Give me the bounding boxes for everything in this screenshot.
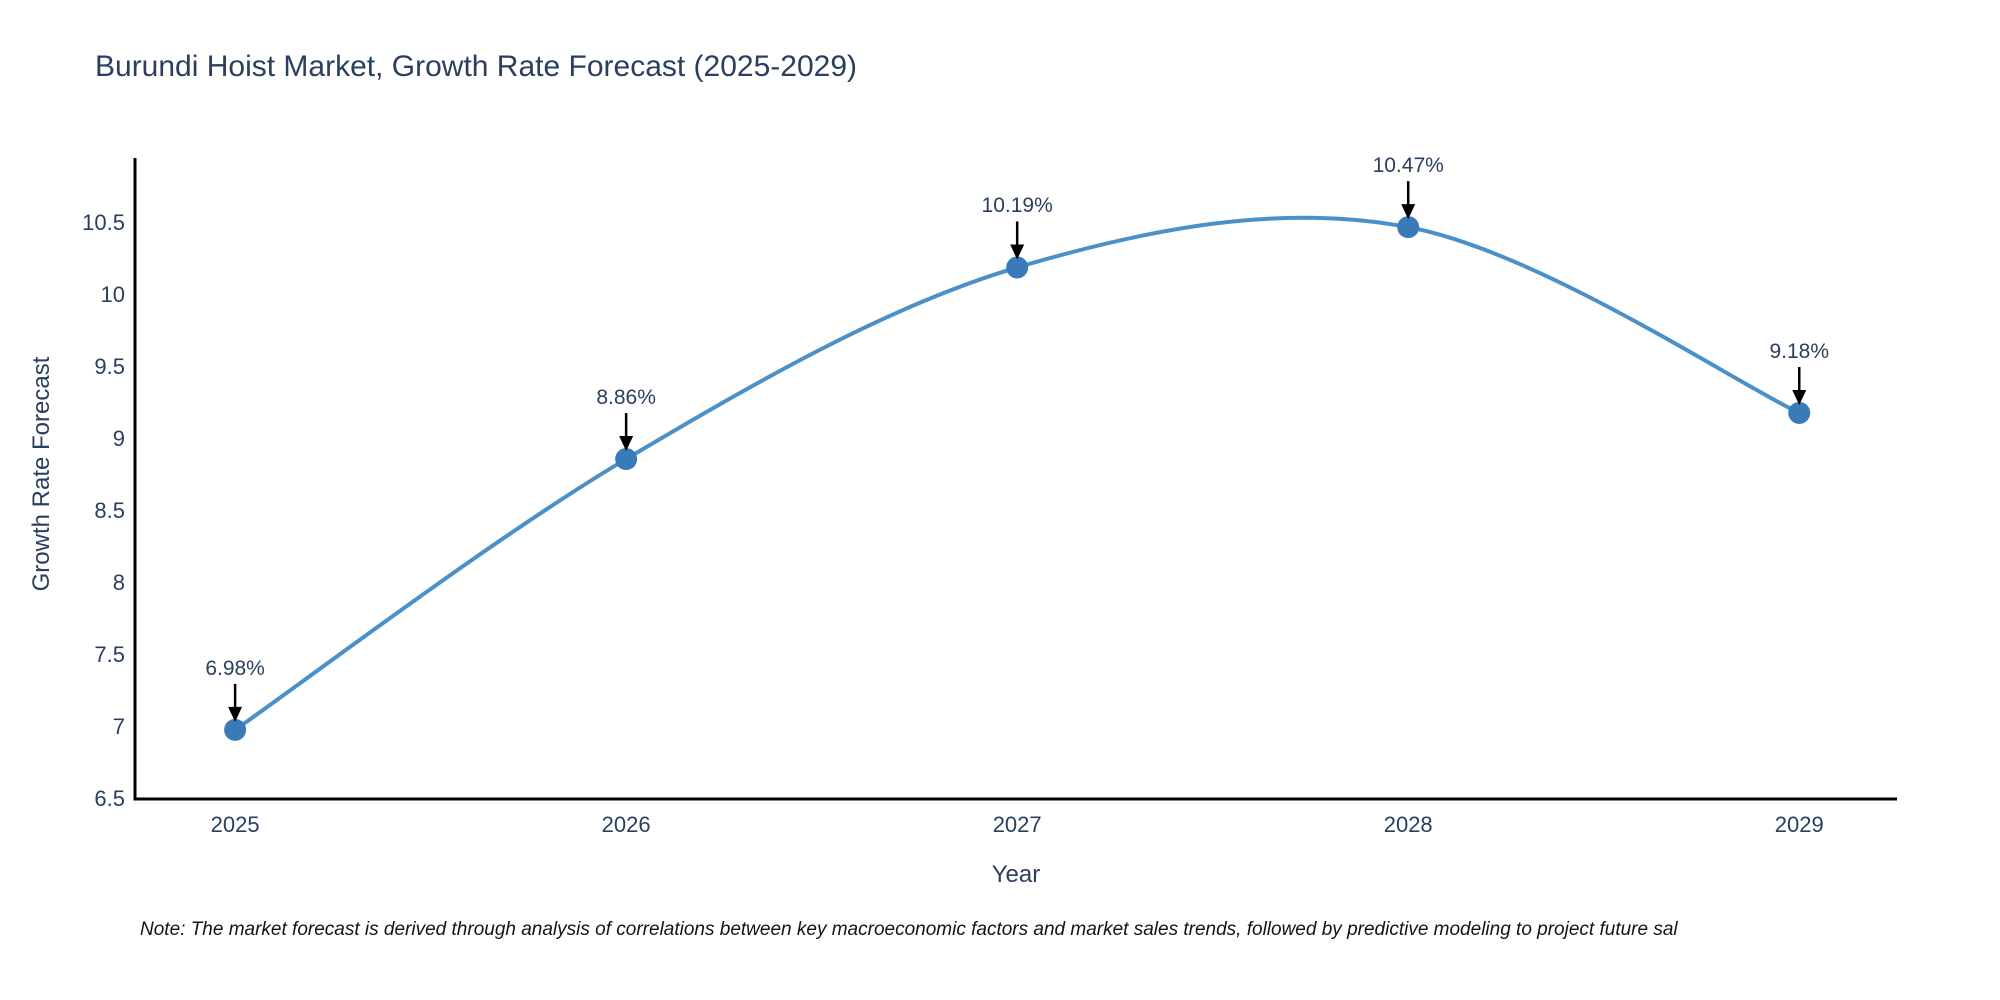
footnote: Note: The market forecast is derived thr… bbox=[140, 919, 1678, 940]
data-point-marker bbox=[615, 448, 638, 471]
point-annotation: 10.47% bbox=[1372, 154, 1444, 178]
annotation-arrow-head bbox=[1792, 389, 1807, 405]
point-annotation: 10.19% bbox=[981, 194, 1053, 218]
point-annotation: 9.18% bbox=[1769, 339, 1829, 363]
x-tick-label: 2025 bbox=[210, 812, 260, 837]
data-point-marker bbox=[224, 718, 247, 741]
data-point-marker bbox=[1006, 256, 1029, 279]
point-annotation: 8.86% bbox=[596, 386, 656, 410]
annotation-arrow-head bbox=[228, 706, 243, 722]
y-tick-label: 8 bbox=[112, 569, 125, 595]
x-tick-label: 2028 bbox=[1383, 812, 1433, 837]
annotation-arrow-head bbox=[1010, 244, 1025, 260]
chart-title: Burundi Hoist Market, Growth Rate Foreca… bbox=[95, 50, 857, 83]
x-tick-label: 2029 bbox=[1774, 812, 1824, 837]
data-point-marker bbox=[1788, 401, 1811, 424]
y-tick-label: 7 bbox=[112, 713, 125, 739]
y-tick-label: 9 bbox=[112, 425, 125, 451]
y-tick-label: 8.5 bbox=[94, 497, 125, 523]
data-point-marker bbox=[1397, 216, 1420, 239]
x-tick-label: 2027 bbox=[992, 812, 1042, 837]
forecast-line bbox=[233, 215, 1802, 732]
point-annotation: 6.98% bbox=[205, 656, 265, 680]
y-tick-label: 10.5 bbox=[82, 209, 125, 235]
annotation-arrow-head bbox=[619, 436, 634, 452]
y-tick-label: 10 bbox=[100, 281, 125, 307]
x-tick-label: 2026 bbox=[601, 812, 651, 837]
y-tick-label: 6.5 bbox=[94, 786, 125, 811]
y-tick-label: 9.5 bbox=[94, 353, 125, 379]
x-axis-title: Year bbox=[991, 861, 1041, 888]
y-tick-label: 7.5 bbox=[94, 641, 125, 667]
annotation-arrow-head bbox=[1401, 204, 1416, 220]
